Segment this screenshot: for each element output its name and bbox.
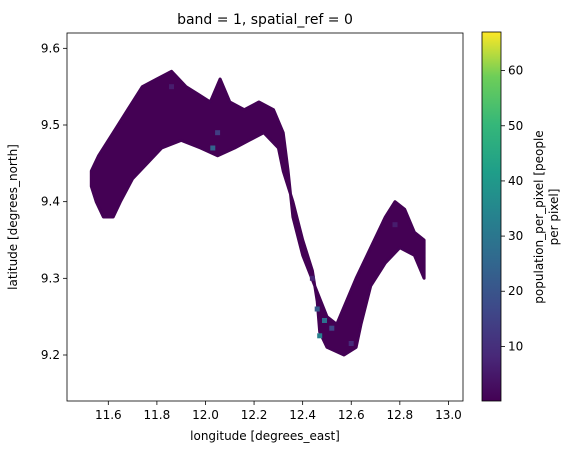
hot-spot-pixel [392, 222, 398, 228]
x-axis: 11.6 11.8 12.0 12.2 12.4 12.6 12.8 13.0 [95, 401, 462, 422]
hot-spot-pixel [169, 84, 174, 90]
hot-spot-pixel [329, 325, 335, 331]
colorbar-label-line2: per pixel] [547, 189, 561, 246]
hot-spot-pixel [348, 341, 354, 346]
y-tick-label: 9.5 [41, 118, 60, 132]
y-tick-label: 9.6 [41, 41, 60, 55]
plot-area [66, 32, 464, 402]
colorbar: 10 20 30 40 50 60 population_per_pixel [peopl… [481, 31, 561, 402]
x-tick-label: 13.0 [435, 408, 462, 422]
x-tick-label: 12.8 [386, 408, 413, 422]
x-tick-label: 12.6 [338, 408, 365, 422]
y-tick-label: 9.2 [41, 348, 60, 362]
x-tick-label: 12.2 [241, 408, 268, 422]
plot-frame [66, 32, 464, 402]
y-axis-label: latitude [degrees_north] [6, 144, 20, 290]
y-tick-label: 9.4 [41, 195, 60, 209]
x-tick-label: 12.4 [289, 408, 316, 422]
hot-spot-pixel [215, 130, 221, 136]
chart-title: band = 1, spatial_ref = 0 [177, 12, 353, 28]
region-texture [90, 70, 425, 356]
colorbar-tick-label: 30 [508, 229, 523, 243]
populated-region [89, 69, 426, 357]
colorbar-label-line1: population_per_pixel [people [532, 130, 546, 303]
hot-spot-pixel [314, 306, 320, 312]
hot-spot-pixel [309, 275, 315, 281]
y-axis: 9.2 9.3 9.4 9.5 9.6 [41, 41, 67, 362]
y-tick-label: 9.3 [41, 271, 60, 285]
x-axis-label: longitude [degrees_east] [190, 429, 340, 443]
hot-spot-pixel [210, 145, 216, 151]
colorbar-tick-label: 20 [508, 284, 523, 298]
colorbar-tick-label: 60 [508, 64, 523, 78]
x-tick-label: 12.0 [192, 408, 219, 422]
x-tick-label: 11.6 [95, 408, 122, 422]
colorbar-ticks: 10 20 30 40 50 60 [501, 64, 523, 353]
hot-spot-pixel [322, 318, 327, 323]
colorbar-gradient [481, 31, 502, 402]
colorbar-tick-label: 40 [508, 174, 523, 188]
hot-spot-pixel [317, 333, 323, 339]
x-tick-label: 11.8 [144, 408, 171, 422]
colorbar-tick-label: 50 [508, 119, 523, 133]
population-raster [89, 69, 426, 357]
colorbar-tick-label: 10 [508, 339, 523, 353]
